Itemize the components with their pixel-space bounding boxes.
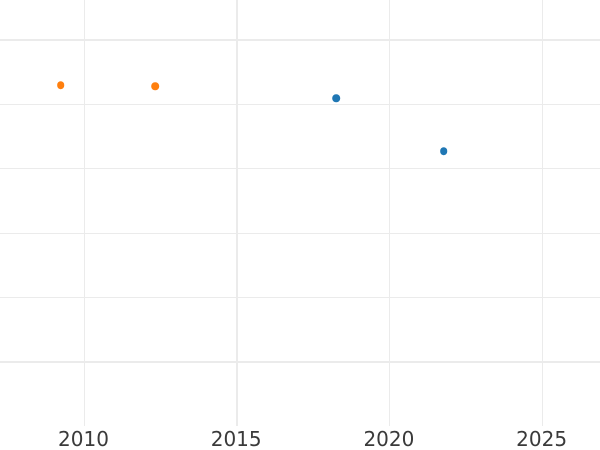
- x-tick-label: 2020: [363, 427, 415, 450]
- x-tick-label: 2025: [516, 427, 568, 450]
- horizontal-gridline: [0, 232, 600, 234]
- horizontal-gridline: [0, 296, 600, 299]
- x-tick-label: 2015: [210, 427, 262, 450]
- orange-series-point: [56, 81, 65, 90]
- blue-series-point: [439, 147, 448, 156]
- horizontal-gridline: [0, 103, 600, 106]
- vertical-gridline: [236, 0, 238, 426]
- blue-series-point: [332, 94, 340, 102]
- x-tick-label: 2010: [58, 427, 109, 450]
- vertical-gridline: [541, 0, 543, 426]
- vertical-gridline: [388, 0, 391, 426]
- vertical-gridline: [83, 0, 85, 426]
- horizontal-gridline: [0, 39, 600, 41]
- orange-series-point: [151, 82, 160, 90]
- horizontal-gridline: [0, 361, 600, 363]
- horizontal-gridline: [0, 168, 600, 170]
